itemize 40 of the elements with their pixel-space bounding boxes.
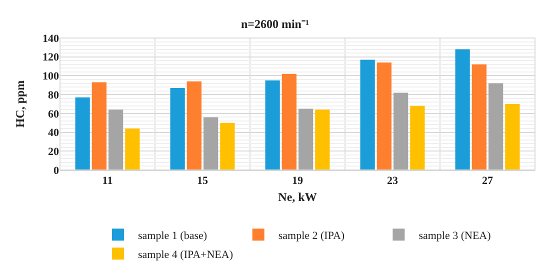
bar <box>360 60 375 170</box>
bar <box>394 92 408 170</box>
bar <box>488 83 504 170</box>
bar <box>125 128 140 170</box>
x-tick-label: 19 <box>292 175 304 188</box>
legend-label: sample 1 (base) <box>138 230 208 242</box>
bar <box>204 117 218 170</box>
x-tick-label: 15 <box>197 175 208 188</box>
x-axis-title: Ne, kW <box>278 190 317 204</box>
bar <box>472 64 486 170</box>
y-tick-label: 120 <box>42 52 60 64</box>
bar <box>220 122 235 170</box>
bar <box>455 49 470 170</box>
bar <box>108 110 124 170</box>
bar <box>265 80 280 170</box>
bar <box>92 82 106 170</box>
bar <box>282 74 296 170</box>
bar <box>170 88 185 170</box>
bar <box>376 62 392 170</box>
bar <box>75 97 90 170</box>
legend-label: sample 3 (NEA) <box>418 230 492 242</box>
y-tick-label: 80 <box>48 89 60 102</box>
legend-label: sample 4 (IPA+NEA) <box>138 248 234 261</box>
y-tick-label: 20 <box>48 146 60 158</box>
x-tick-label: 27 <box>482 175 494 188</box>
y-tick-label: 100 <box>42 70 60 83</box>
y-tick-label: 140 <box>42 32 60 45</box>
bar <box>505 104 520 170</box>
bar <box>410 106 425 170</box>
legend-label: sample 2 (IPA) <box>278 230 345 242</box>
bar <box>315 110 330 170</box>
y-tick-label: 0 <box>54 164 60 177</box>
y-axis-title: HC, ppm <box>12 80 27 128</box>
x-tick-label: 11 <box>102 175 113 188</box>
y-tick-label: 40 <box>48 127 60 140</box>
bar <box>186 81 202 170</box>
chart-title: n=2600 min⁻¹ <box>240 17 310 31</box>
bar <box>298 108 314 170</box>
y-tick-label: 60 <box>48 108 60 120</box>
x-tick-label: 23 <box>387 175 398 188</box>
